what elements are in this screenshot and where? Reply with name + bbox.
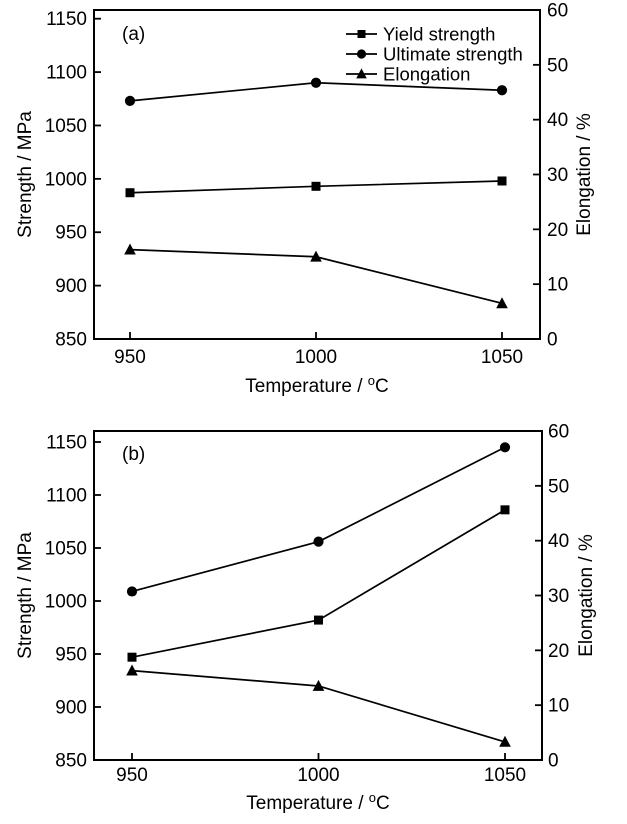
y-left-tick-label: 1050 xyxy=(45,539,87,560)
data-point-marker-circle xyxy=(313,536,324,547)
axes xyxy=(94,430,542,761)
data-point-marker-triangle xyxy=(310,250,322,262)
legend-label: Ultimate strength xyxy=(383,44,523,65)
y-right-tick-label: 60 xyxy=(547,1,568,22)
data-point-marker-circle xyxy=(356,49,367,59)
x-tick-label: 1000 xyxy=(297,765,339,786)
data-point-marker-circle xyxy=(124,95,136,107)
legend-label: Yield strength xyxy=(383,24,495,45)
y-left-tick-label: 1150 xyxy=(46,9,87,30)
chart-panel-b: 850 900 950 1000 1050 1100 1150 0 10 20 30 40 50 60 95… xyxy=(15,422,597,815)
y-right-tick-label: 20 xyxy=(547,220,568,241)
y-left-tick-label: 1100 xyxy=(46,486,87,507)
x-axis-title: Temperature / oC xyxy=(246,790,389,814)
y-left-tick-label: 1150 xyxy=(46,433,87,454)
y-left-tick-label: 1000 xyxy=(45,592,87,613)
legend-label: Elongation xyxy=(383,64,470,85)
legend-item: Yield strength xyxy=(346,24,495,45)
data-point-marker-triangle xyxy=(312,679,325,691)
data-point-marker-square xyxy=(314,615,323,625)
y-right-tick-label: 40 xyxy=(548,531,569,552)
data-point-marker-square xyxy=(125,188,135,198)
y-right-tick-label: 30 xyxy=(547,165,568,186)
legend-item: Elongation xyxy=(346,64,470,85)
legend-item: Ultimate strength xyxy=(346,44,523,65)
axis-tick-labels: 850 900 950 1000 1050 1100 1150 0 10 20 30 40 50 60 95… xyxy=(45,1,568,369)
y-right-tick-label: 10 xyxy=(548,696,569,717)
data-point-marker-triangle xyxy=(356,68,367,79)
y-left-tick-label: 950 xyxy=(55,223,87,244)
axes xyxy=(94,9,540,340)
y-right-tick-label: 60 xyxy=(548,422,569,443)
chart-panel-a: 850 900 950 1000 1050 1100 1150 0 10 20 30 40 50 60 95… xyxy=(15,1,595,398)
data-point-marker-circle xyxy=(126,586,138,597)
data-point-marker-square xyxy=(357,30,366,38)
data-point-marker-circle xyxy=(310,77,322,88)
x-tick-label: 1050 xyxy=(481,347,523,368)
x-tick-label: 950 xyxy=(114,347,146,368)
y-left-tick-label: 900 xyxy=(55,276,87,297)
y-right-tick-label: 10 xyxy=(547,275,568,296)
data-point-marker-triangle xyxy=(496,297,508,309)
data-point-marker-square xyxy=(311,181,321,191)
series-elongation xyxy=(126,664,511,747)
data-point-marker-circle xyxy=(496,85,508,96)
panel-label: (a) xyxy=(122,24,145,45)
series-elongation xyxy=(124,243,508,309)
y-left-tick-label: 1100 xyxy=(46,63,87,84)
series-line xyxy=(131,509,506,659)
y-axis-right-title: Elongation / % xyxy=(574,113,595,236)
y-left-tick-label: 950 xyxy=(55,645,87,666)
panel-label: (b) xyxy=(122,444,145,465)
data-point-marker-square xyxy=(500,505,510,515)
x-axis-title: Temperature / oC xyxy=(245,373,388,397)
y-right-tick-label: 30 xyxy=(548,586,569,607)
series-ultimate-strength xyxy=(124,77,508,107)
data-point-marker-triangle xyxy=(499,735,511,747)
y-right-tick-label: 0 xyxy=(547,330,558,351)
series-ultimate-strength xyxy=(126,442,511,597)
y-right-tick-label: 40 xyxy=(547,110,568,131)
y-right-tick-label: 50 xyxy=(548,476,569,497)
series-line xyxy=(131,446,506,593)
axis-tick-labels: 850 900 950 1000 1050 1100 1150 0 10 20 30 40 50 60 95… xyxy=(45,422,569,787)
data-point-marker-square xyxy=(497,176,507,186)
y-axis-left-title: Strength / MPa xyxy=(15,111,36,238)
data-point-marker-triangle xyxy=(124,243,136,255)
data-point-marker-circle xyxy=(499,442,511,453)
y-left-tick-label: 850 xyxy=(55,751,87,772)
y-axis-left-title: Strength / MPa xyxy=(15,532,36,659)
y-left-tick-label: 900 xyxy=(55,698,87,719)
y-left-tick-label: 1000 xyxy=(45,169,87,190)
series-yield-strength xyxy=(125,176,507,198)
series-yield-strength xyxy=(127,505,510,662)
y-right-tick-label: 0 xyxy=(548,751,559,772)
x-tick-label: 1000 xyxy=(295,347,337,368)
data-point-marker-square xyxy=(127,652,137,662)
y-right-tick-label: 50 xyxy=(547,55,568,76)
x-tick-label: 950 xyxy=(116,765,148,786)
y-right-tick-label: 20 xyxy=(548,641,569,662)
y-axis-right-title: Elongation / % xyxy=(576,534,597,657)
x-tick-label: 1050 xyxy=(484,765,526,786)
data-point-marker-triangle xyxy=(126,664,138,676)
y-left-tick-label: 1050 xyxy=(45,116,87,137)
plot-frame xyxy=(93,430,543,761)
y-left-tick-label: 850 xyxy=(55,330,87,351)
